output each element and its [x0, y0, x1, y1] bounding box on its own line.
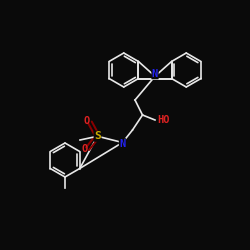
Text: N: N: [120, 139, 126, 149]
Text: N: N: [152, 69, 158, 79]
Text: O: O: [84, 116, 90, 126]
Text: HO: HO: [158, 115, 170, 125]
Text: S: S: [94, 131, 101, 141]
Text: O: O: [81, 144, 87, 154]
